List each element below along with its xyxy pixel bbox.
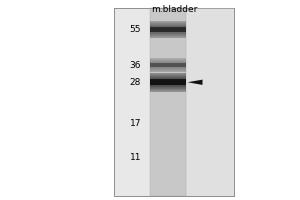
- Bar: [150, 70, 186, 71]
- Bar: [150, 86, 186, 87]
- Bar: [150, 30, 186, 31]
- Text: 55: 55: [130, 25, 141, 34]
- Bar: [150, 76, 186, 77]
- Bar: [150, 79, 186, 80]
- Bar: [150, 74, 186, 75]
- Bar: [150, 84, 186, 85]
- Bar: [150, 88, 186, 89]
- Bar: [150, 32, 186, 33]
- Bar: [150, 8, 186, 196]
- Bar: [150, 61, 186, 62]
- Bar: [150, 28, 186, 29]
- Bar: [150, 89, 186, 90]
- Bar: [150, 67, 186, 68]
- Bar: [150, 66, 186, 67]
- Bar: [150, 91, 186, 92]
- Bar: [150, 34, 186, 35]
- Bar: [150, 23, 186, 24]
- Bar: [150, 78, 186, 79]
- Bar: [150, 63, 186, 67]
- Bar: [150, 80, 186, 81]
- Bar: [150, 90, 186, 91]
- Bar: [150, 68, 186, 69]
- Bar: [150, 83, 186, 84]
- Bar: [150, 73, 186, 74]
- Bar: [150, 77, 186, 78]
- Bar: [150, 58, 186, 59]
- Text: 11: 11: [130, 153, 141, 162]
- Bar: [150, 81, 186, 82]
- Bar: [150, 71, 186, 72]
- Bar: [150, 24, 186, 25]
- Bar: [150, 75, 186, 76]
- Bar: [150, 31, 186, 32]
- Bar: [150, 82, 186, 83]
- Bar: [150, 27, 186, 28]
- Text: m.bladder: m.bladder: [151, 5, 197, 14]
- Text: 17: 17: [130, 119, 141, 128]
- Bar: [150, 69, 186, 70]
- Text: 28: 28: [130, 78, 141, 87]
- Bar: [150, 33, 186, 34]
- Bar: [150, 26, 186, 27]
- Bar: [150, 29, 186, 30]
- Bar: [150, 25, 186, 26]
- Text: 36: 36: [130, 61, 141, 70]
- Bar: [150, 22, 186, 23]
- Bar: [150, 65, 186, 66]
- Polygon shape: [188, 80, 202, 85]
- Bar: [150, 21, 186, 22]
- Bar: [150, 79, 186, 85]
- Bar: [150, 63, 186, 64]
- Bar: [150, 27, 186, 32]
- Bar: [150, 62, 186, 63]
- Bar: [150, 59, 186, 60]
- Bar: [150, 87, 186, 88]
- Bar: [150, 35, 186, 36]
- Bar: [150, 60, 186, 61]
- Bar: [150, 85, 186, 86]
- Bar: [186, 8, 234, 196]
- Bar: [150, 64, 186, 65]
- Bar: [150, 36, 186, 37]
- Bar: [150, 37, 186, 38]
- Bar: [114, 8, 234, 196]
